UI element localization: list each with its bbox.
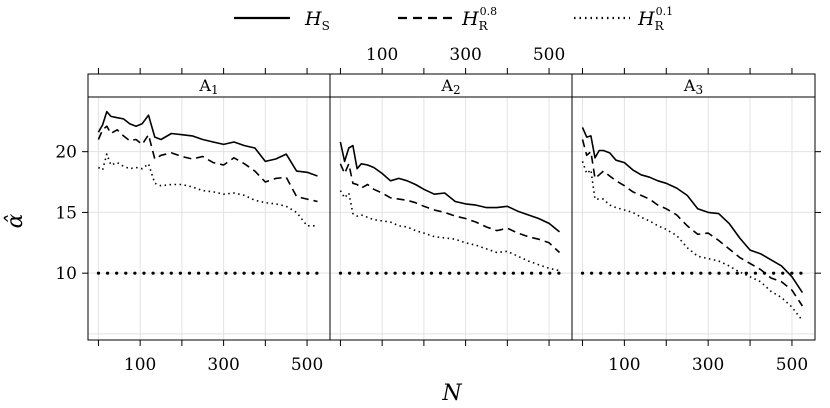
x-tick-label: 300 [692,355,724,375]
x-tick-label: 500 [291,355,323,375]
x-tick-label: 500 [776,355,808,375]
legend-superscript: 0.8 [480,5,498,18]
legend-subscript: S [322,19,330,33]
series-line-HS [339,141,561,233]
strip-label-main: A [198,76,211,95]
panel-1: A1 [87,73,331,341]
strip-label: A1 [198,76,218,97]
y-axis-title: α̂ [3,213,28,228]
series-line-HR01 [339,190,560,272]
gridlines [330,97,572,340]
top-x-axis: 100 300 500 [97,45,793,74]
right-y-axis [815,151,821,274]
x-tick-label: 100 [124,355,156,375]
legend-label: HS [304,8,330,33]
gridlines [88,97,330,340]
panel-2: A2 [329,73,573,341]
legend-symbol: H [637,8,655,30]
top-x-tick-label: 300 [449,45,481,65]
series-line-HR08 [97,125,318,203]
panel-border [571,96,816,341]
legend-item-HS: HS [234,8,330,33]
series-line-HR01 [98,153,318,227]
y-tick-label: 20 [55,143,77,163]
legend-symbol: H [304,8,322,30]
legend-symbol: H [461,8,479,30]
gridlines [572,97,815,340]
panel-3: A3 [571,73,816,341]
strip-label-main: A [440,76,453,95]
legend-item-HR01: HR0.1 [574,5,673,33]
x-tick-label: 100 [608,355,640,375]
panel-border [329,96,573,341]
series-line-HS [97,110,318,177]
strip-label-sub: 1 [211,83,219,97]
legend-item-HR08: HR0.8 [398,5,497,33]
legend-superscript: 0.1 [656,5,674,18]
y-axis: 10 15 20 [55,143,88,284]
legend-subscript: R [479,19,489,33]
top-x-tick-label: 100 [366,45,398,65]
y-tick-label: 10 [55,264,77,284]
panel-border [87,96,331,341]
bottom-x-axis: 100 300 500 100 300 500 [97,340,808,375]
legend: HS HR0.8 HR0.1 [234,5,673,33]
strip-label: A2 [440,76,460,97]
x-axis-title: N [441,381,462,406]
legend-subscript: R [655,19,665,33]
series-line-HS [581,127,804,294]
series-line-HR08 [581,139,804,307]
strip-label: A3 [683,76,703,97]
panels: A1 A2 A3 [87,73,816,341]
x-tick-label: 300 [207,355,239,375]
legend-label: HR0.1 [637,5,673,33]
series-line-HR08 [339,163,561,254]
y-tick-label: 15 [55,203,77,223]
strip-label-sub: 2 [453,83,461,97]
series-line-HR01 [581,161,804,322]
strip-label-sub: 3 [695,83,703,97]
strip-label-main: A [683,76,696,95]
top-x-tick-label: 500 [533,45,565,65]
legend-label: HR0.8 [461,5,497,33]
